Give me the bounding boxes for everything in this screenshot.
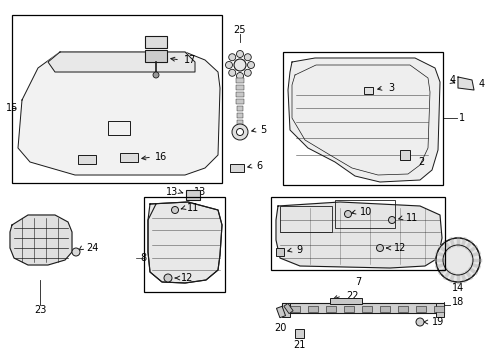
Bar — [397, 306, 407, 312]
Bar — [236, 99, 243, 104]
Bar — [275, 248, 284, 256]
Circle shape — [153, 72, 159, 78]
Circle shape — [387, 216, 395, 224]
Circle shape — [244, 54, 251, 61]
Bar — [325, 306, 335, 312]
Bar — [236, 113, 243, 118]
Polygon shape — [287, 58, 439, 182]
Text: 12: 12 — [181, 273, 193, 283]
Bar — [108, 121, 130, 135]
Polygon shape — [275, 202, 441, 268]
Bar — [270, 197, 444, 270]
Text: 7: 7 — [354, 277, 360, 287]
Circle shape — [236, 129, 243, 135]
Polygon shape — [48, 52, 195, 72]
Bar — [283, 52, 442, 185]
Bar — [145, 36, 167, 48]
Circle shape — [163, 274, 172, 282]
Bar — [236, 92, 243, 97]
Bar — [289, 306, 299, 312]
Bar — [294, 328, 303, 338]
Text: 19: 19 — [431, 317, 443, 327]
Bar — [120, 153, 138, 162]
Bar — [236, 120, 243, 125]
Bar — [143, 197, 224, 292]
Text: 25: 25 — [233, 25, 246, 35]
Text: 23: 23 — [34, 305, 46, 315]
Bar — [363, 86, 372, 94]
Circle shape — [435, 238, 479, 282]
Text: 18: 18 — [451, 297, 463, 307]
Text: 5: 5 — [260, 125, 265, 135]
Text: 14: 14 — [451, 283, 463, 293]
Text: 22: 22 — [346, 291, 358, 301]
Bar — [433, 306, 443, 312]
Text: 8: 8 — [140, 253, 146, 263]
Circle shape — [247, 62, 254, 68]
Text: 6: 6 — [256, 161, 262, 171]
Polygon shape — [18, 52, 220, 175]
Circle shape — [236, 50, 243, 58]
Bar — [236, 85, 244, 90]
Text: 9: 9 — [295, 245, 302, 255]
Bar — [237, 127, 243, 132]
Circle shape — [415, 318, 423, 326]
Circle shape — [228, 54, 235, 61]
Bar — [415, 306, 425, 312]
Text: 1: 1 — [458, 113, 464, 123]
Bar — [236, 106, 243, 111]
Circle shape — [228, 69, 235, 76]
Text: 24: 24 — [86, 243, 98, 253]
Polygon shape — [457, 77, 473, 90]
Bar — [329, 298, 361, 304]
Text: 13: 13 — [194, 187, 206, 197]
Text: 12: 12 — [393, 243, 406, 253]
Bar — [399, 150, 409, 160]
Text: 2: 2 — [417, 157, 424, 167]
Circle shape — [244, 69, 251, 76]
Text: 4: 4 — [478, 79, 484, 89]
Text: 20: 20 — [273, 323, 285, 333]
Bar — [343, 306, 353, 312]
Text: 13: 13 — [165, 187, 178, 197]
Circle shape — [72, 248, 80, 256]
Text: 11: 11 — [186, 203, 199, 213]
Bar — [282, 303, 289, 317]
Text: 21: 21 — [292, 340, 305, 350]
Bar — [379, 306, 389, 312]
Bar — [236, 78, 244, 83]
Circle shape — [225, 62, 232, 68]
Bar — [276, 306, 285, 318]
Bar — [307, 306, 317, 312]
Circle shape — [234, 59, 245, 71]
Text: 16: 16 — [155, 152, 167, 162]
Bar — [435, 303, 443, 317]
Circle shape — [236, 72, 243, 80]
Text: 4: 4 — [449, 75, 455, 85]
Circle shape — [376, 244, 383, 252]
Polygon shape — [10, 215, 72, 265]
Circle shape — [171, 207, 178, 213]
Bar — [280, 206, 331, 232]
Circle shape — [231, 124, 247, 140]
Bar — [12, 15, 222, 183]
Text: 11: 11 — [405, 213, 417, 223]
Circle shape — [344, 211, 351, 217]
Bar — [229, 164, 244, 172]
Bar — [361, 306, 371, 312]
Polygon shape — [148, 202, 222, 283]
Bar — [284, 303, 292, 314]
Bar — [78, 155, 96, 164]
Bar — [334, 200, 394, 228]
Text: 3: 3 — [387, 83, 393, 93]
Text: 10: 10 — [359, 207, 371, 217]
Bar — [282, 303, 443, 313]
Text: 15: 15 — [6, 103, 19, 113]
Bar — [185, 190, 200, 200]
Text: 17: 17 — [183, 55, 196, 65]
Bar — [145, 50, 167, 62]
